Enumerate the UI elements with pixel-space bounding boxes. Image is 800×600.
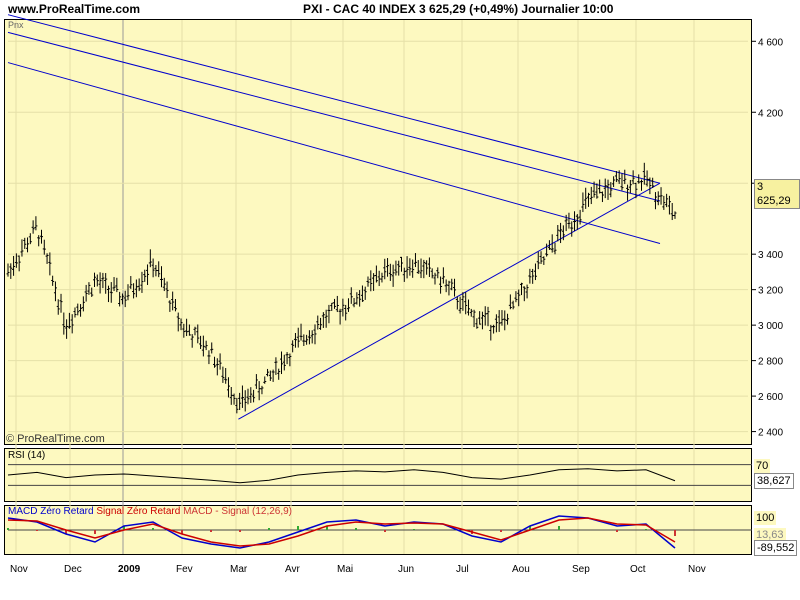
trendline-channel-upper [7,14,661,184]
y-tick-label: 2 800 [758,357,783,368]
rsi-series [7,464,752,486]
x-tick-label: Jun [398,564,414,575]
x-tick-label: Mar [230,564,248,575]
rsi-panel[interactable] [4,448,752,502]
trendline-channel-lower [7,62,661,245]
rsi-last-value: 38,627 [757,475,791,487]
copyright-label: © ProRealTime.com [6,433,105,445]
macd-legend-hist: MACD - Signal (12,26,9) [183,506,293,517]
price-panel[interactable] [4,19,752,445]
rsi-title: RSI (14) [8,450,46,461]
y-tick-label: 4 600 [758,37,783,48]
signal-line [7,517,676,547]
x-tick-label: Avr [285,564,300,575]
x-tick-label: 2009 [118,564,141,575]
rsi-level-badge: 70 [754,459,771,473]
y-tick-label: 3 400 [758,250,783,261]
chart-title: PXI - CAC 40 INDEX 3 625,29 (+0,49%) Jou… [303,2,614,16]
x-tick-label: Oct [630,564,646,575]
y-tick-label: 2 400 [758,428,783,439]
macd-value-badge: -89,552 [754,540,798,556]
y-tick-label: 2 600 [758,392,783,403]
macd-signal-value: 13,63 [756,529,784,541]
trendlines [7,14,661,420]
watermark-label: Pnx [8,20,24,30]
macd-level-value: 100 [756,512,775,524]
y-tick-label: 4 200 [758,108,783,119]
macd-signal-badge: 13,63 [754,528,786,542]
y-tick-label: 3 000 [758,321,783,332]
rsi-value-badge: 38,627 [754,473,794,489]
y-tick-label: 3 200 [758,286,783,297]
x-tick-label: Dec [64,564,82,575]
x-tick-label: Mai [337,564,353,575]
macd-line [7,515,676,549]
macd-level-badge: 100 [754,511,777,525]
trendline-channel-middle [7,31,661,202]
macd-legend-signal: Signal Zéro Retard [96,506,181,517]
x-tick-label: Nov [10,564,28,575]
macd-legend: MACD Zéro Retard Signal Zéro Retard MACD… [8,506,292,517]
x-tick-label: Nov [688,564,706,575]
rsi-line [7,468,676,484]
trendline-support [238,182,661,420]
x-axis-labels: Nov Dec 2009 Fev Mar Avr Mai Jun Jul Aou Sep Oct Nov [10,564,706,575]
x-tick-label: Sep [572,564,590,575]
last-price-value: 3 625,29 [757,181,791,207]
site-title[interactable]: www.ProRealTime.com [8,2,141,16]
rsi-level-value: 70 [756,460,769,472]
macd-series [7,515,752,549]
header-bar: www.ProRealTime.com PXI - CAC 40 INDEX 3… [0,0,800,18]
x-tick-label: Fev [176,564,193,575]
macd-legend-macd: MACD Zéro Retard [8,506,94,517]
x-tick-label: Jul [456,564,469,575]
x-tick-label: Aou [512,564,530,575]
price-bars [6,162,677,414]
macd-last-value: -89,552 [757,542,795,554]
last-price-badge: 3 625,29 [754,179,800,209]
